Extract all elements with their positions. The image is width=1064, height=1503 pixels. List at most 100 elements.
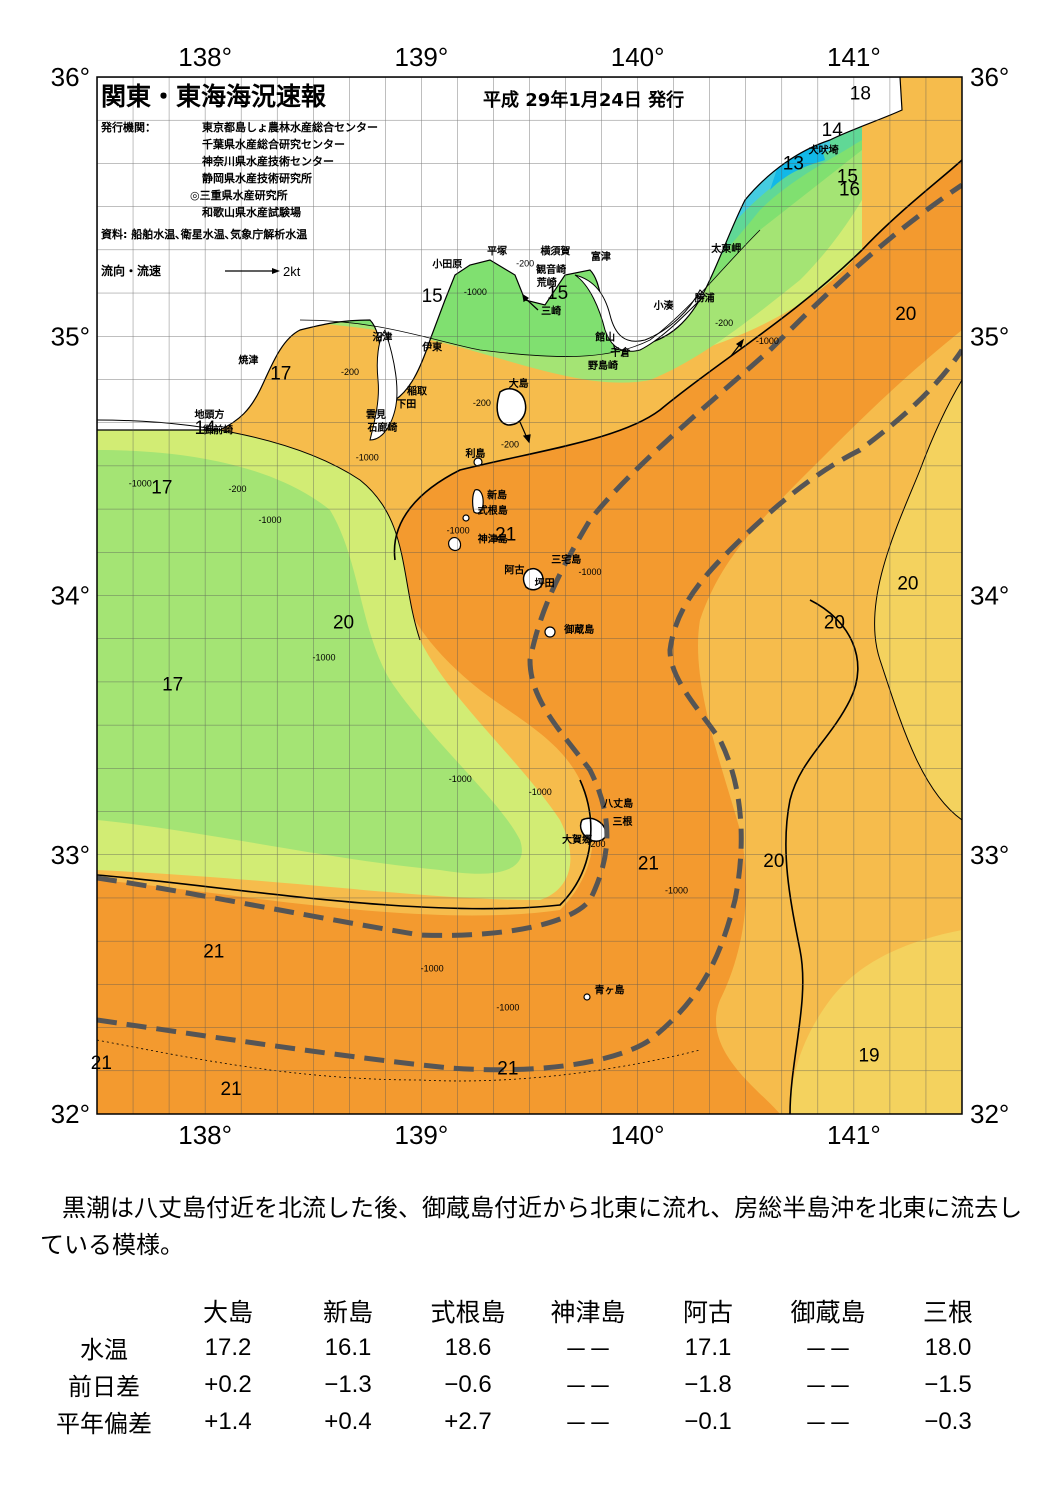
lat-label-left: 35° [51,321,90,351]
lat-label-right: 36° [970,62,1009,92]
lat-lon-grid [97,77,962,1114]
lon-label-bottom: 140° [611,1120,665,1150]
place-name: 三崎 [541,304,561,317]
map-frame [96,76,963,1115]
depth-label: -1000 [313,652,336,662]
place-name: 大賀郷 [562,833,592,846]
isotherm-label: 19 [858,1045,879,1066]
table-cell: −1.3 [324,1370,372,1398]
row-label: 前日差 [68,1373,140,1401]
place-name: 御前崎 [202,424,233,437]
place-name: 観音崎 [536,263,566,276]
depth-label: -200 [341,367,359,377]
isotherm-label: 21 [638,854,659,875]
depth-label: -1000 [464,287,487,297]
station-mikurajima: 御蔵島 [790,1297,866,1327]
station-shikinejima: 式根島 [430,1297,506,1327]
isotherm-label: 21 [203,942,224,963]
isotherm-label: 15 [547,283,568,304]
lat-label-right: 35° [970,321,1009,351]
zone-13c [770,140,825,190]
publisher-3: 静岡県水産技術研究所 [202,171,312,185]
isotherm-line [97,779,592,910]
station-ako: 阿古 [682,1297,733,1327]
lon-label-bottom: 141° [827,1120,881,1150]
place-name: 横須賀 [540,245,570,258]
place-name: 富津 [591,250,611,263]
ocean-temperature-map: -200 -1000 -200 -1000 -200 -200 -200 -1000 -200 -… [51,42,1010,1150]
isotherm-label: 13 [783,154,804,175]
depth-label: -200 [501,440,519,450]
island-mikurajima [544,626,556,638]
depth-label: -1000 [258,515,281,525]
station-kozushima: 神津島 [550,1297,626,1327]
table-cell: 16.1 [324,1333,372,1361]
lat-label-left: 33° [51,840,90,870]
place-name: 平塚 [487,245,507,258]
isotherm-label: 21 [91,1053,112,1074]
table-cell: +1.4 [204,1407,252,1435]
lat-label-left: 36° [51,62,90,92]
place-name: 坪田 [535,577,555,590]
place-name: 太東岬 [710,242,741,255]
map-title: 関東・東海海況速報 [101,82,327,111]
land-kanto [97,77,903,431]
place-name: 神津島 [478,532,508,545]
place-name: 野島崎 [588,359,618,372]
place-name: 阿古 [504,564,524,577]
table-cell: 17.1 [684,1333,732,1361]
table-cell: 18.0 [924,1333,972,1361]
place-name: 地頭方 [194,408,224,421]
place-name: 稲取 [407,385,428,398]
place-name: 荒崎 [536,276,557,289]
land-boso-peninsula [574,274,706,352]
depth-label: -1000 [421,963,444,973]
kuroshio-axis-south-limb [97,182,962,938]
place-name: 小湊 [653,299,675,312]
depth-label: -1000 [756,336,779,346]
station-mitsune: 三根 [922,1297,973,1327]
axis-labels: 138° 138° 139° 139° 140° 140° 141° 141° 36° 36° 35… [51,42,1010,1150]
lat-label-left: 32° [51,1099,90,1129]
place-name: 小田原 [431,258,462,271]
table-cell: －－ [564,1337,612,1364]
table-cell: －－ [804,1411,852,1438]
isotherm-label: 20 [333,612,354,633]
place-name: 沼津 [372,330,392,343]
depth-label: -1000 [449,774,472,784]
table-cell: +2.7 [444,1407,492,1435]
isotherm-label: 15 [422,286,443,307]
publisher-0: 東京都島しょ農林水産総合センター [202,120,378,134]
isotherm-label: 14 [822,120,844,141]
issue-date: 平成 29年1月24日 発行 [483,89,684,111]
depth-label: -200 [588,839,606,849]
table-cell: −1.8 [684,1370,732,1398]
table-row: 前日差 +0.2 −1.3 −0.6 －－ −1.8 －－ −1.5 [40,1366,1008,1403]
lon-label-top: 139° [394,42,448,72]
place-name: 青ヶ島 [595,984,625,997]
table-cell: 18.6 [444,1333,492,1361]
place-name: 石廊崎 [366,421,397,434]
lat-label-right: 32° [970,1099,1009,1129]
isotherm-label: 16 [839,179,860,200]
station-oshima: 大島 [202,1297,253,1327]
place-name: 三宅島 [551,553,581,566]
lat-label-left: 34° [51,581,90,611]
table-cell: −1.5 [924,1370,972,1398]
depth-label: -1000 [529,787,552,797]
depth-label: -1000 [579,567,602,577]
flow-legend-arrowhead [272,268,280,274]
isotherm-label: 17 [151,478,172,499]
lon-label-top: 141° [827,42,881,72]
flow-legend-label: 流向・流速 [101,263,161,278]
isotherm-label: 21 [221,1079,242,1100]
isotherm-line [785,599,859,1114]
island-miyakejima [522,568,544,591]
table-row: 水温 17.2 16.1 18.6 －－ 17.1 －－ 18.0 [40,1329,1008,1366]
table-cell: +0.4 [324,1407,372,1435]
publisher-5: 和歌山県水産試験場 [202,205,301,219]
isotherm-line [97,419,421,641]
table-cell: 17.2 [204,1333,252,1361]
